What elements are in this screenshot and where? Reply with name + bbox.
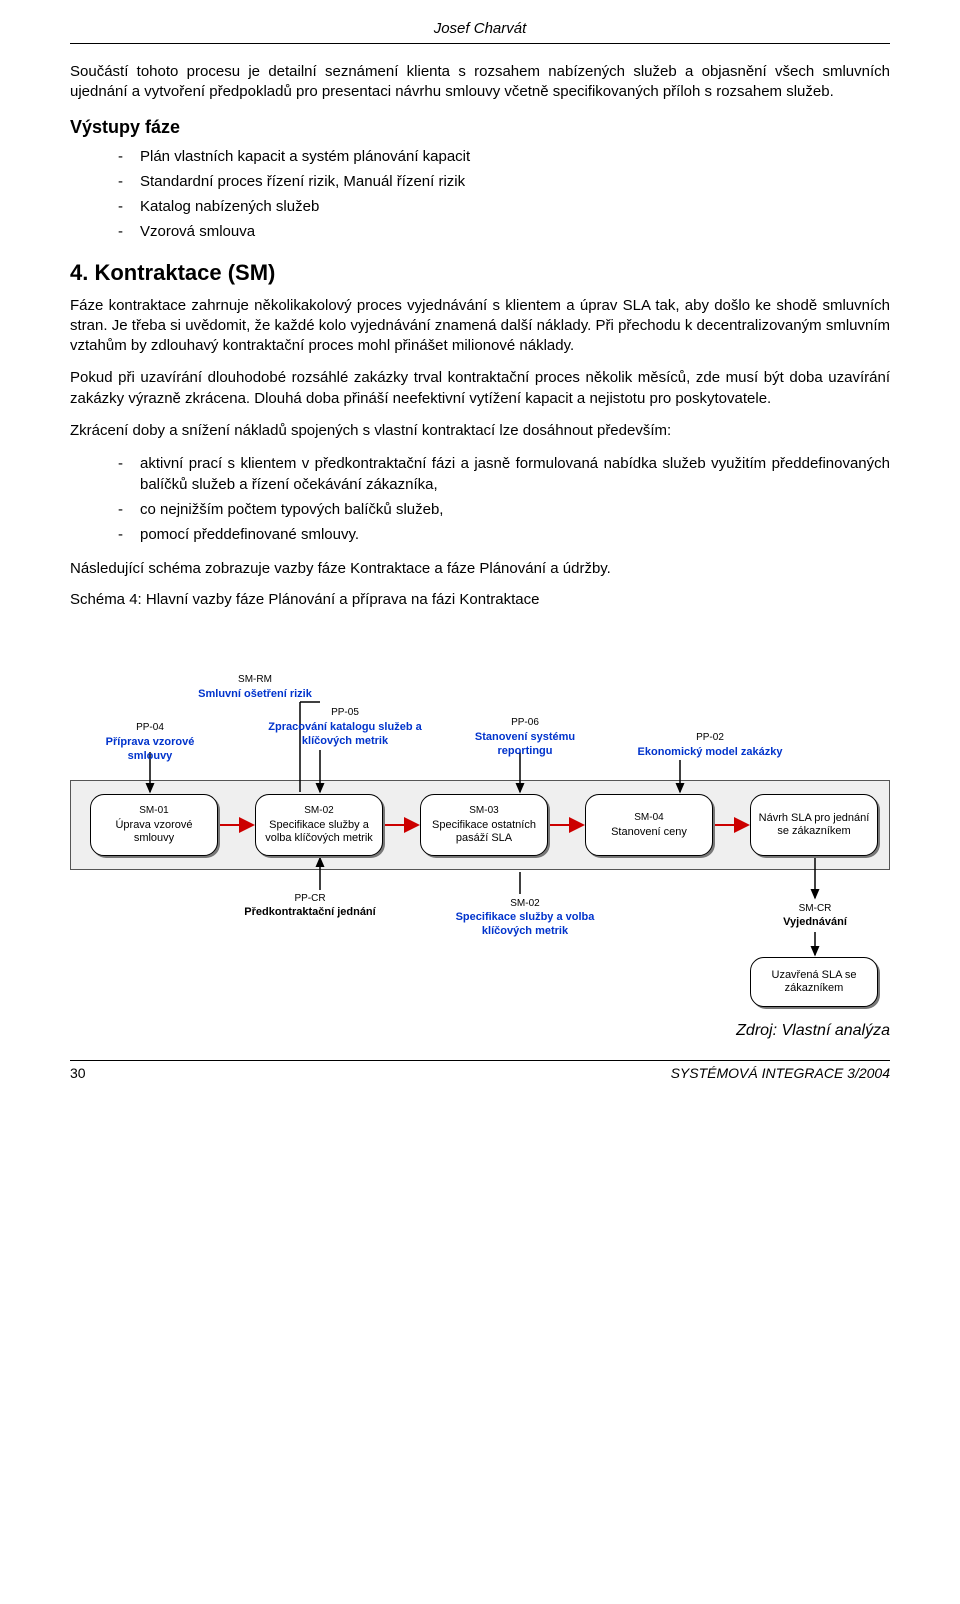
diagram-top-label: PP-02Ekonomický model zakázky (615, 732, 805, 759)
diagram-bottom-label: SM-02Specifikace služby a volba klíčovýc… (450, 897, 600, 938)
sec4-p1: Fáze kontraktace zahrnuje několikakolový… (70, 296, 890, 357)
flow-diagram: PP-04Příprava vzorové smlouvy SM-RMSmluvn… (70, 612, 890, 1012)
page-number: 30 (70, 1065, 86, 1081)
list-item: co nejnižším počtem typových balíčků slu… (118, 499, 890, 520)
result-box: Uzavřená SLA se zákazníkem (750, 957, 878, 1007)
list-item: aktivní prací s klientem v předkontrakta… (118, 453, 890, 495)
sec4-p4: Následující schéma zobrazuje vazby fáze … (70, 559, 890, 579)
list-item: pomocí předdefinované smlouvy. (118, 524, 890, 545)
process-box: SM-02Specifikace služby a volba klíčovýc… (255, 794, 383, 856)
diagram-bottom-label: PP-CRPředkontraktační jednání (210, 892, 410, 920)
list-item: Katalog nabízených služeb (118, 196, 890, 217)
diagram-top-label: PP-04Příprava vzorové smlouvy (90, 722, 210, 763)
page-footer: 30 SYSTÉMOVÁ INTEGRACE 3/2004 (70, 1060, 890, 1081)
process-box: Návrh SLA pro jednání se zákazníkem (750, 794, 878, 856)
list-item: Standardní proces řízení rizik, Manuál ř… (118, 171, 890, 192)
list-item: Vzorová smlouva (118, 221, 890, 242)
diagram-top-label: PP-05Zpracování katalogu služeb a klíčov… (250, 707, 440, 748)
process-box: SM-03Specifikace ostatních pasáží SLA (420, 794, 548, 856)
schema-caption: Schéma 4: Hlavní vazby fáze Plánování a … (70, 591, 890, 608)
section4-heading: 4. Kontraktace (SM) (70, 260, 890, 286)
list-item: Plán vlastních kapacit a systém plánován… (118, 146, 890, 167)
sec4-p3: Zkrácení doby a snížení nákladů spojenýc… (70, 421, 890, 441)
intro-paragraph: Součástí tohoto procesu je detailní sezn… (70, 62, 890, 103)
source-line: Zdroj: Vlastní analýza (70, 1022, 890, 1040)
sec4-bullets: aktivní prací s klientem v předkontrakta… (70, 453, 890, 545)
sec4-p2: Pokud při uzavírání dlouhodobé rozsáhlé … (70, 368, 890, 409)
header-rule (70, 43, 890, 44)
vystupy-heading: Výstupy fáze (70, 117, 890, 138)
vystupy-list: Plán vlastních kapacit a systém plánován… (70, 146, 890, 242)
diagram-top-label: SM-RMSmluvní ošetření rizik (175, 674, 335, 701)
diagram-top-label: PP-06Stanovení systému reportingu (450, 717, 600, 758)
process-box: SM-01Úprava vzorové smlouvy (90, 794, 218, 856)
author-header: Josef Charvát (70, 20, 890, 37)
journal-name: SYSTÉMOVÁ INTEGRACE 3/2004 (671, 1065, 890, 1081)
diagram-bottom-label: SM-CRVyjednávání (750, 902, 880, 930)
process-box: SM-04Stanovení ceny (585, 794, 713, 856)
